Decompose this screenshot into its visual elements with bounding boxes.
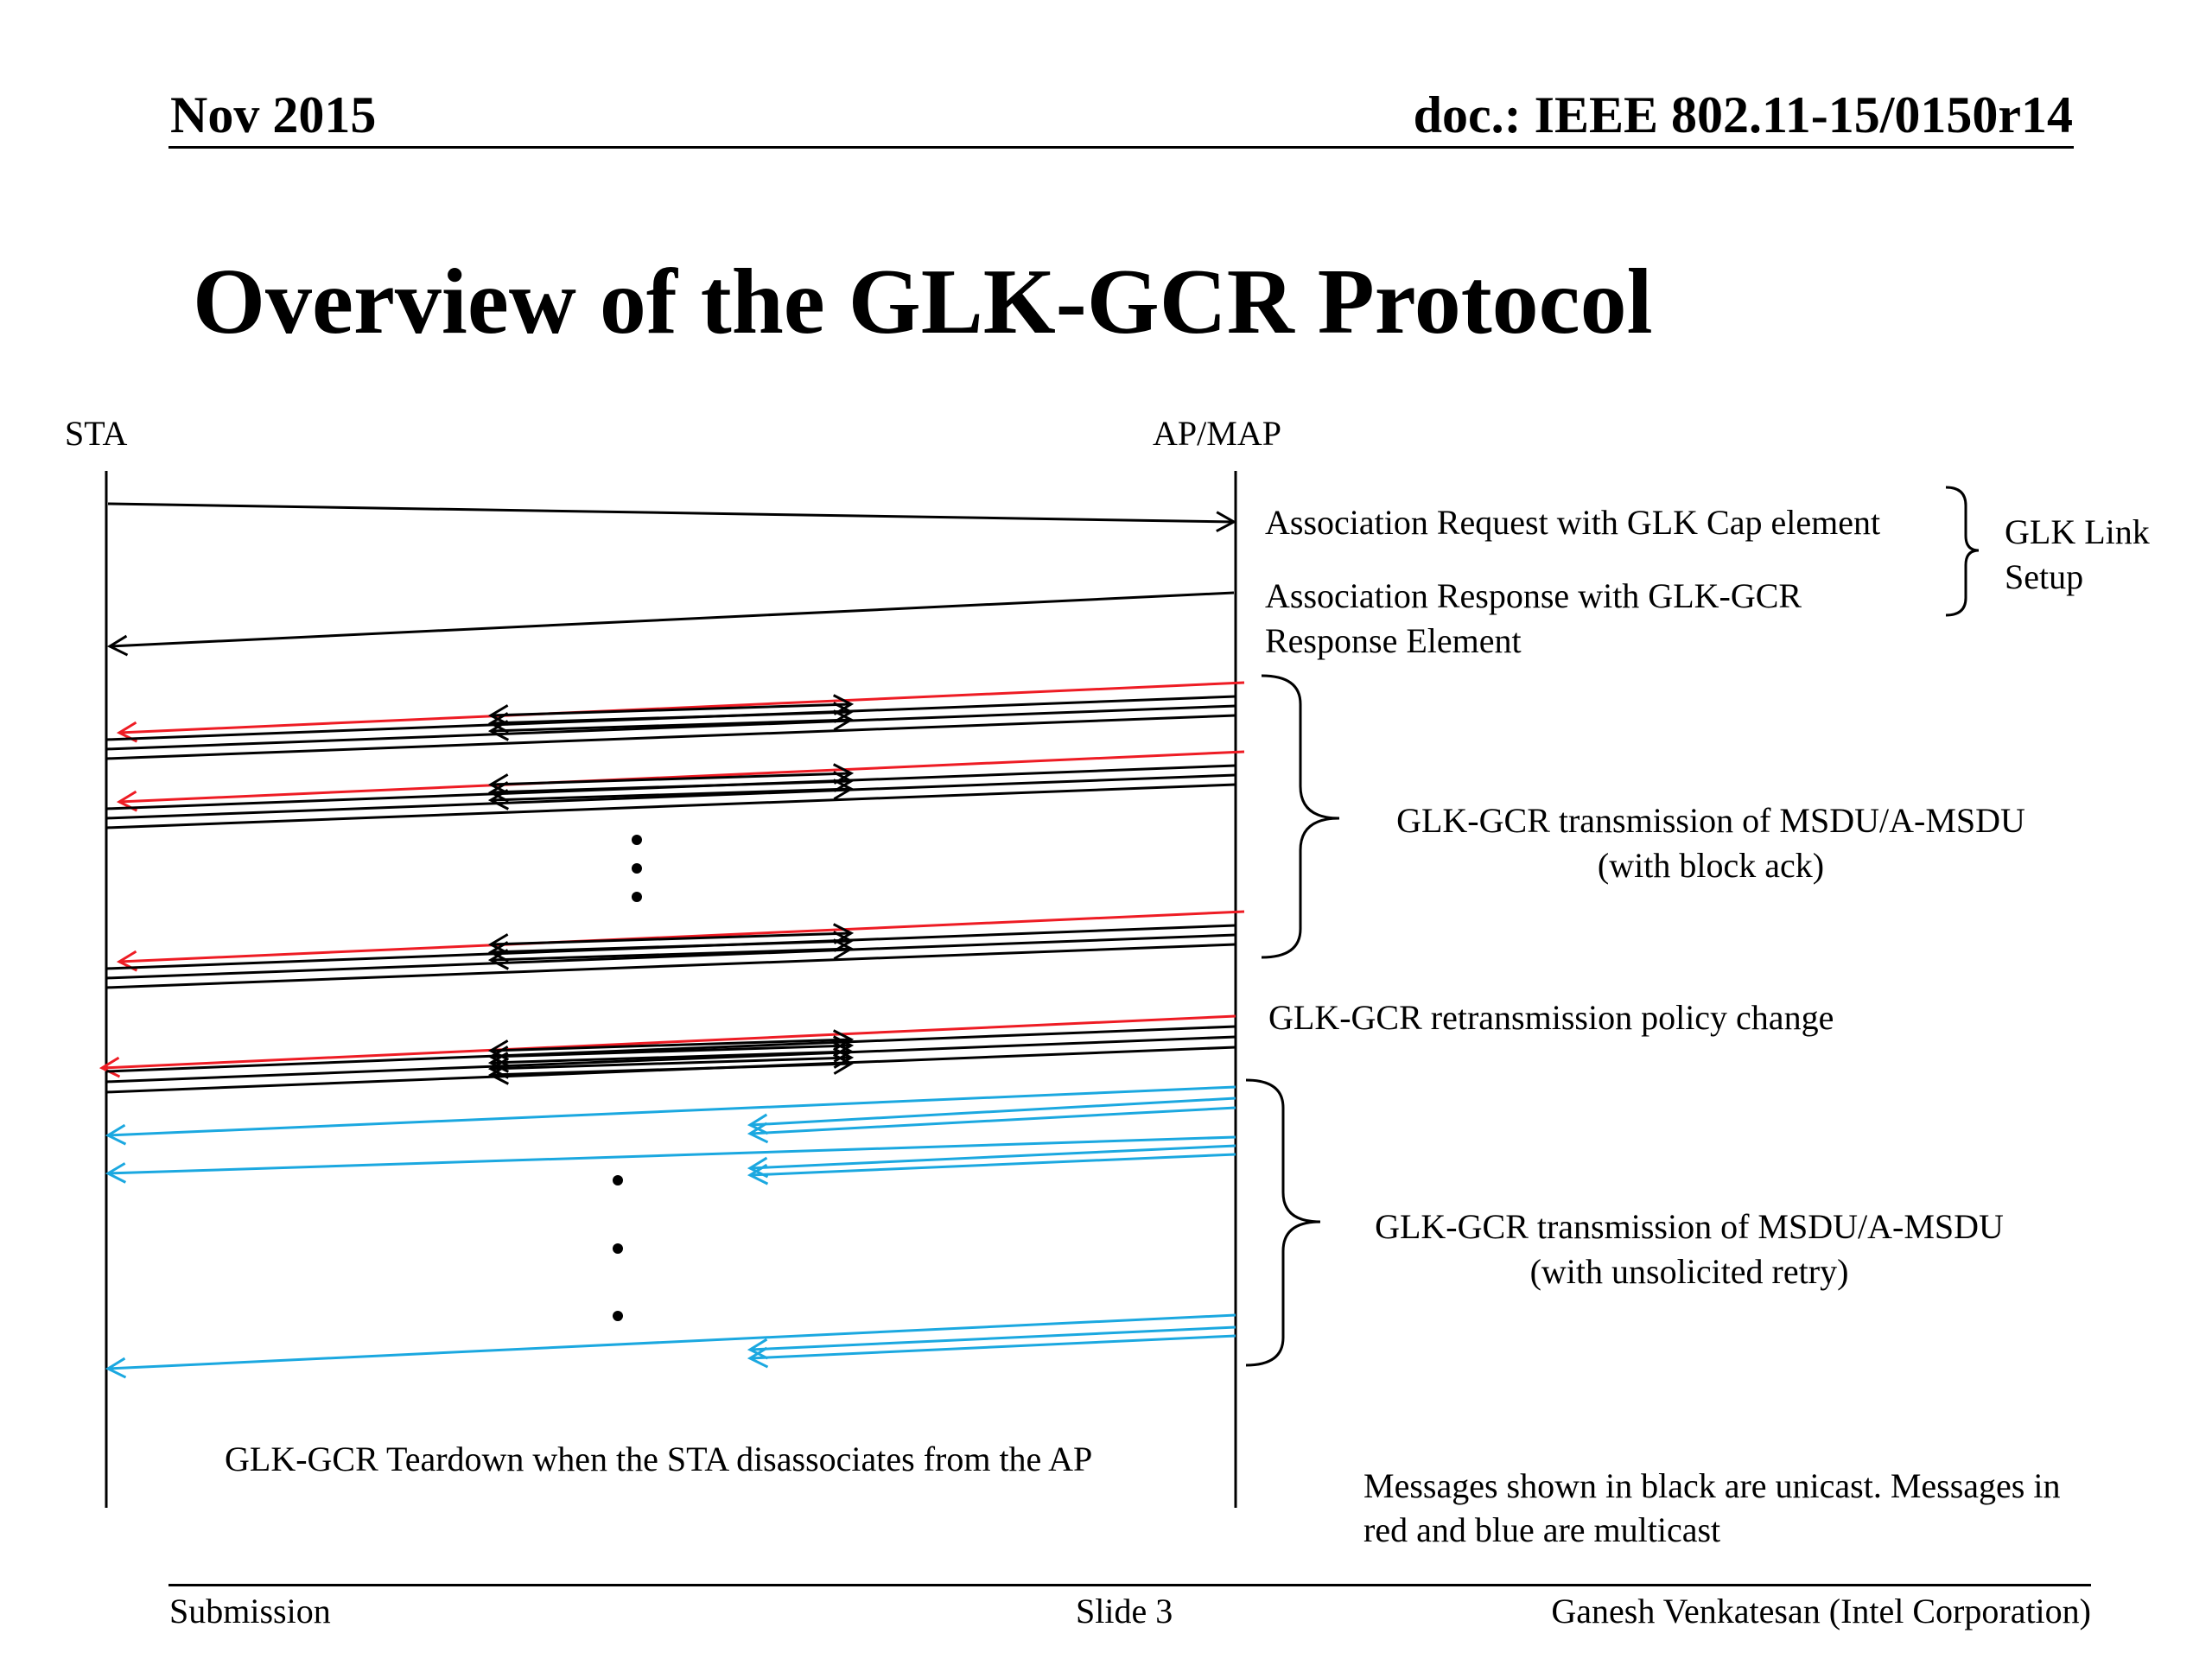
- block-ack-label-line2: (with block ack): [1597, 846, 1825, 885]
- ap-map-label: AP/MAP: [1153, 414, 1281, 453]
- unsolicited-group-3-retry-1: [107, 1313, 1236, 1370]
- block-ack-group-2-block-ack-line: [490, 787, 852, 802]
- legend-line2: red and blue are multicast: [1363, 1510, 1721, 1549]
- unsolicited-group-1-retry-2: [749, 1096, 1236, 1127]
- arrowhead: [99, 1056, 121, 1078]
- slide-title: Overview of the GLK-GCR Protocol: [193, 251, 1653, 353]
- header-doc-id: doc.: IEEE 802.11-15/0150r14: [1413, 86, 2073, 143]
- assoc-response-label-line2: Response Element: [1265, 621, 1522, 660]
- policy-change-block-ack-line: [490, 1062, 852, 1077]
- arrowhead: [487, 712, 510, 734]
- policy-change-block-ack-line: [490, 1038, 852, 1052]
- unsolicited-group-3-retry-3: [749, 1334, 1236, 1360]
- arrowhead: [487, 704, 510, 726]
- arrowhead: [832, 694, 855, 715]
- arrowhead: [1216, 511, 1237, 533]
- arrowhead: [832, 938, 855, 960]
- teardown-label: GLK-GCR Teardown when the STA disassocia…: [225, 1440, 1093, 1478]
- block-ack-group-3-block-ack-line: [490, 931, 852, 946]
- message-arrows: [99, 502, 1245, 1379]
- assoc-response-label-line1: Association Response with GLK-GCR: [1265, 576, 1802, 615]
- unsolicited-group-2-retry-1: [107, 1135, 1236, 1175]
- block-ack-group-3-unicast-line: [105, 943, 1236, 989]
- arrowhead: [832, 771, 855, 792]
- arrowhead: [487, 941, 510, 963]
- assoc-request-label: Association Request with GLK Cap element: [1265, 503, 1881, 542]
- link-setup-brace: [1945, 486, 1980, 617]
- block-ack-group-2-multicast-arrow: [118, 750, 1245, 804]
- arrowhead: [747, 1338, 769, 1360]
- unsolicited-brace: [1245, 1078, 1321, 1367]
- arrowhead: [832, 763, 855, 785]
- footer-slide-number: Slide 3: [1076, 1592, 1173, 1630]
- block-ack-group-2-unicast-line: [105, 783, 1236, 830]
- assoc-response-arrow: [109, 591, 1235, 648]
- block-ack-group-3-block-ack-line: [490, 947, 852, 962]
- arrowhead: [487, 949, 510, 970]
- arrowhead: [487, 720, 510, 741]
- block-ack-group-1-block-ack-line: [490, 702, 852, 717]
- arrowhead: [832, 709, 855, 731]
- arrowhead: [487, 781, 510, 803]
- policy-change-block-ack-line: [490, 1050, 852, 1065]
- arrowhead: [747, 1122, 769, 1144]
- block-ack-group-1-unicast-line: [105, 704, 1236, 751]
- unsolicited-group-2-retry-2: [749, 1144, 1236, 1170]
- unsolicited-label-line1: GLK-GCR transmission of MSDU/A-MSDU: [1375, 1207, 2004, 1246]
- policy-change-block-ack-line: [490, 1056, 852, 1071]
- arrowhead: [487, 789, 510, 810]
- unsolicited-group-2-retry-3: [749, 1153, 1236, 1177]
- unsolicited-group-1-retry-3: [749, 1106, 1236, 1135]
- unsolicited-group-1-retry-1: [107, 1085, 1236, 1137]
- block-ack-group-2-block-ack-line: [490, 779, 852, 794]
- sta-label: STA: [65, 414, 128, 453]
- arrowhead: [747, 1346, 769, 1369]
- block-ack-group-2-block-ack-line: [490, 772, 852, 786]
- arrowhead: [487, 1064, 510, 1085]
- arrowhead: [832, 1053, 855, 1075]
- arrowhead: [106, 634, 129, 657]
- block-ack-group-1-block-ack-line: [490, 710, 852, 725]
- block-ack-label-line1: GLK-GCR transmission of MSDU/A-MSDU: [1396, 801, 2025, 840]
- header-rule: [168, 146, 2074, 149]
- arrowhead: [487, 773, 510, 795]
- block-ack-group-3-block-ack-line: [490, 939, 852, 954]
- arrowhead: [105, 1123, 127, 1146]
- arrowhead: [832, 702, 855, 723]
- footer-author: Ganesh Venkatesan (Intel Corporation): [1551, 1592, 2091, 1630]
- link-setup-label-line2: Setup: [2005, 557, 2084, 596]
- policy-change-unicast-line: [105, 1035, 1236, 1084]
- arrowhead: [105, 1162, 127, 1184]
- arrowhead: [832, 923, 855, 944]
- policy-change-unicast-line: [105, 1025, 1236, 1073]
- arrowhead: [832, 931, 855, 952]
- policy-change-label: GLK-GCR retransmission policy change: [1268, 998, 1834, 1037]
- assoc-request-arrow: [107, 502, 1235, 524]
- block-ack-group-1-multicast-arrow: [118, 681, 1245, 734]
- arrowhead: [487, 933, 510, 955]
- ellipsis-dots-lower: [613, 1175, 623, 1321]
- policy-change-multicast-arrow: [101, 1014, 1236, 1070]
- footer-rule: [168, 1584, 2091, 1586]
- block-ack-group-1-block-ack-line: [490, 718, 852, 733]
- ellipsis-dots-upper: [632, 835, 642, 902]
- block-ack-brace: [1261, 674, 1340, 959]
- block-ack-group-2-unicast-line: [105, 773, 1236, 820]
- arrowhead: [747, 1163, 769, 1185]
- footer-submission: Submission: [169, 1592, 331, 1630]
- arrowhead: [747, 1113, 769, 1135]
- block-ack-group-3-unicast-line: [105, 933, 1236, 980]
- legend-line1: Messages shown in black are unicast. Mes…: [1363, 1466, 2061, 1505]
- unsolicited-label-line2: (with unsolicited retry): [1529, 1252, 1849, 1291]
- unsolicited-group-3-retry-2: [749, 1325, 1236, 1351]
- header-date: Nov 2015: [170, 86, 377, 143]
- arrowhead: [832, 779, 855, 800]
- link-setup-label-line1: GLK Link: [2005, 512, 2150, 551]
- arrowhead: [105, 1357, 127, 1379]
- block-ack-group-3-multicast-arrow: [118, 910, 1245, 963]
- policy-change-block-ack-line: [490, 1044, 852, 1058]
- block-ack-group-1-unicast-line: [105, 714, 1236, 760]
